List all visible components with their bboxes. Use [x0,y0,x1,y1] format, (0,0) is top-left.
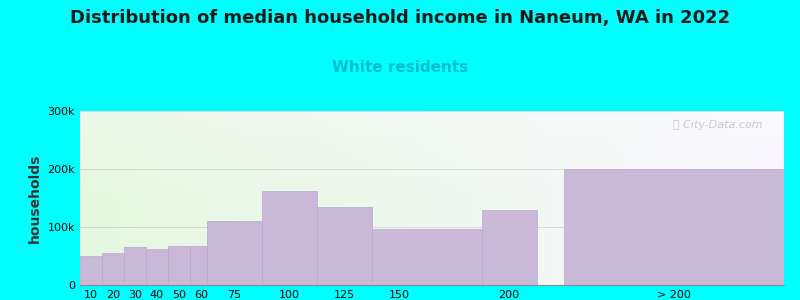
Bar [482,210,537,285]
Bar [564,169,784,285]
Bar [190,246,223,285]
Bar [206,221,262,285]
Text: White residents: White residents [332,60,468,75]
Text: Distribution of median household income in Naneum, WA in 2022: Distribution of median household income … [70,9,730,27]
Bar [371,229,482,285]
Bar [124,247,146,285]
Text: ⓘ City-Data.com: ⓘ City-Data.com [674,120,763,130]
Bar [317,207,371,285]
Bar [102,253,124,285]
Bar [80,256,102,285]
Bar [146,249,168,285]
Bar [262,191,317,285]
Y-axis label: households: households [28,153,42,243]
Bar [168,246,190,285]
